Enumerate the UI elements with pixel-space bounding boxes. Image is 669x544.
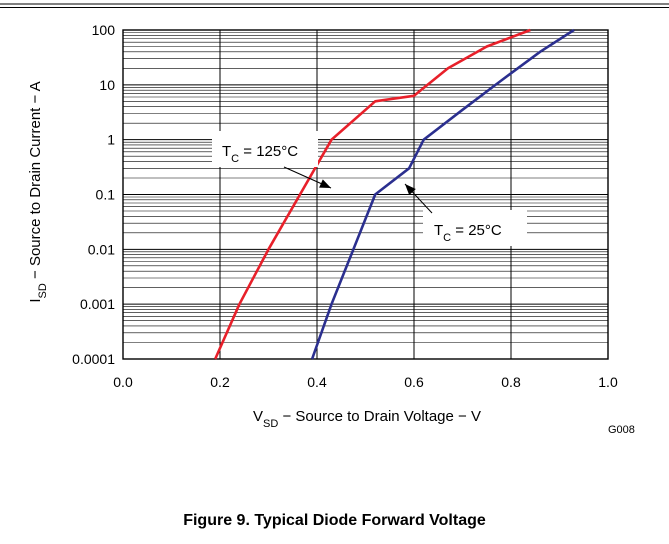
y-tick-label: 0.001 xyxy=(80,296,115,312)
y-tick-label: 0.01 xyxy=(88,241,115,257)
y-tick-label: 100 xyxy=(92,22,116,38)
x-tick-label: 0.6 xyxy=(404,374,424,390)
y-tick-label: 0.0001 xyxy=(72,351,115,367)
callout-background-tc-25 xyxy=(423,210,527,246)
x-tick-label: 1.0 xyxy=(598,374,618,390)
series-line-tc-25 xyxy=(310,28,575,360)
figure-id: G008 xyxy=(608,424,635,436)
x-tick-label: 0.8 xyxy=(501,374,521,390)
x-axis-label: VSD − Source to Drain Voltage − V xyxy=(253,408,481,430)
y-tick-label: 10 xyxy=(99,77,115,93)
tick-labels: 0.0001 0.001 0.01 0.1 1 10 100 0.0 0.2 0.4 0.6 0.8 1… xyxy=(72,22,618,390)
annotations: TC = 125°C TC = 25°C xyxy=(212,131,527,246)
y-tick-label: 1 xyxy=(107,132,115,148)
callout-arrowhead-tc-25 xyxy=(405,184,416,196)
callout-background-tc-125 xyxy=(212,131,318,167)
series-line-tc-125 xyxy=(214,28,531,360)
callout-label-tc-25: TC = 25°C xyxy=(434,222,502,244)
figure-caption: Figure 9. Typical Diode Forward Voltage xyxy=(183,512,486,529)
x-tick-label: 0.2 xyxy=(210,374,230,390)
y-tick-label: 0.1 xyxy=(96,187,116,203)
y-axis-label: ISD − Source to Drain Current − A xyxy=(27,81,49,302)
callout-arrowhead-tc-125 xyxy=(319,179,331,188)
plot-frame xyxy=(122,29,609,360)
grid xyxy=(122,29,609,360)
series-group xyxy=(214,28,575,360)
callout-label-tc-125: TC = 125°C xyxy=(222,143,298,165)
x-tick-label: 0.4 xyxy=(307,374,327,390)
x-tick-label: 0.0 xyxy=(113,374,133,390)
